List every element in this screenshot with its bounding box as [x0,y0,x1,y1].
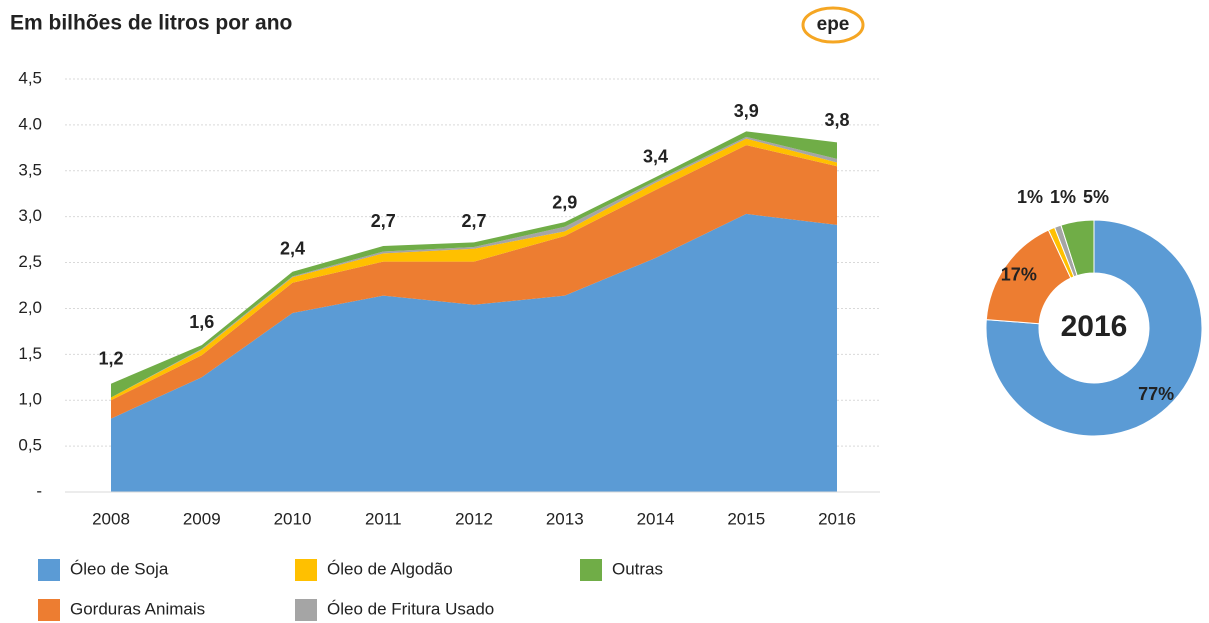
x-tick-label: 2015 [727,509,765,528]
donut-slice [1060,219,1095,277]
area [111,213,837,492]
y-tick-label: 2,0 [18,298,42,317]
legend-label: Outras [612,559,663,578]
total-label: 2,7 [461,211,486,231]
chart-title: Em bilhões de litros por ano [10,12,292,35]
x-tick-label: 2010 [274,509,312,528]
legend-label: Óleo de Fritura Usado [327,599,494,618]
legend-swatch [38,559,60,581]
total-label: 1,6 [189,312,214,332]
logo-ring [801,6,865,44]
y-tick-label: - [36,481,42,500]
legend-label: Óleo de Algodão [327,559,453,578]
donut-label: 17% [1001,265,1037,285]
y-tick-label: 1,0 [18,390,42,409]
y-tick-label: 0,5 [18,436,42,455]
total-label: 1,2 [98,349,123,369]
y-tick-label: 2,5 [18,252,42,271]
x-tick-label: 2016 [818,509,856,528]
y-tick-label: 1,5 [18,344,42,363]
legend-label: Gorduras Animais [70,599,205,618]
y-tick-label: 4.0 [18,114,42,133]
donut-center: 2016 [1061,310,1128,343]
legend-label: Óleo de Soja [70,559,169,578]
total-label: 3,9 [734,101,759,121]
x-tick-label: 2012 [455,509,493,528]
donut-slice [985,219,1203,437]
legend-swatch [295,599,317,621]
legend-swatch [580,559,602,581]
y-tick-label: 3,0 [18,206,42,225]
donut-label: 1% [1017,187,1043,207]
donut-label: 77% [1138,384,1174,404]
y-tick-label: 3,5 [18,160,42,179]
legend-swatch [38,599,60,621]
total-label: 3,4 [643,147,668,167]
x-tick-label: 2013 [546,509,584,528]
total-label: 2,9 [552,193,577,213]
logo: epe [817,14,850,35]
donut-label: 5% [1083,187,1109,207]
total-label: 3,8 [824,110,849,130]
total-label: 2,7 [371,211,396,231]
donut-label: 1% [1050,187,1076,207]
x-tick-label: 2011 [365,509,402,528]
legend-swatch [295,559,317,581]
total-label: 2,4 [280,238,305,258]
y-tick-label: 4,5 [18,68,42,87]
x-tick-label: 2014 [637,509,675,528]
x-tick-label: 2009 [183,509,221,528]
area [111,145,837,419]
x-tick-label: 2008 [92,509,130,528]
